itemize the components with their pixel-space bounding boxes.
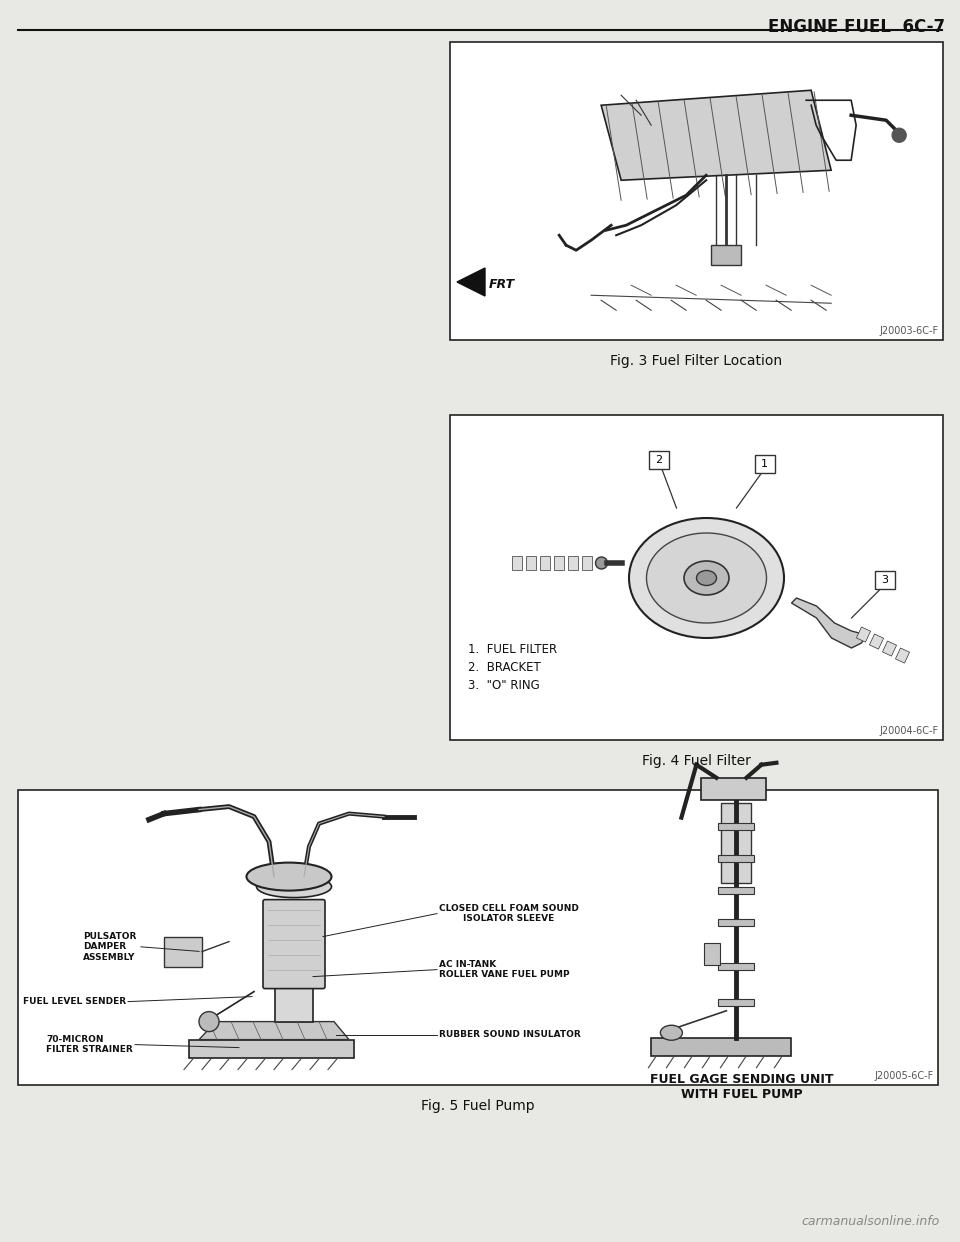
Polygon shape (791, 597, 867, 648)
Bar (18, 790, 938, 1086)
Text: carmanualsonline.info: carmanualsonline.info (802, 1215, 940, 1228)
Bar (721, 802, 752, 883)
Text: Fig. 4 Fuel Filter: Fig. 4 Fuel Filter (642, 754, 751, 768)
Ellipse shape (256, 876, 331, 898)
Text: 1: 1 (761, 460, 768, 469)
Bar (540, 556, 549, 570)
Ellipse shape (684, 561, 729, 595)
Bar (718, 822, 755, 830)
Polygon shape (457, 268, 485, 296)
Bar (567, 556, 578, 570)
Bar (755, 455, 775, 473)
Bar (525, 556, 536, 570)
Bar (870, 633, 883, 650)
Bar (711, 245, 741, 266)
Bar (275, 951, 313, 1022)
Bar (705, 943, 720, 965)
Ellipse shape (660, 1025, 683, 1041)
Polygon shape (601, 91, 831, 180)
Text: ENGINE FUEL  6C-7: ENGINE FUEL 6C-7 (768, 17, 945, 36)
Bar (554, 556, 564, 570)
Text: FUEL LEVEL SENDER: FUEL LEVEL SENDER (23, 997, 126, 1006)
Text: J20003-6C-F: J20003-6C-F (880, 325, 939, 337)
Bar (896, 648, 909, 663)
Bar (856, 627, 871, 642)
Bar (450, 42, 943, 340)
Text: FRT: FRT (489, 277, 516, 291)
Bar (450, 415, 943, 740)
Text: 70-MICRON
FILTER STRAINER: 70-MICRON FILTER STRAINER (46, 1035, 133, 1054)
Text: 3.  "O" RING: 3. "O" RING (468, 679, 540, 692)
Bar (649, 451, 668, 469)
Bar (718, 999, 755, 1006)
Bar (718, 854, 755, 862)
Ellipse shape (646, 533, 766, 623)
Bar (189, 1040, 354, 1058)
Ellipse shape (629, 518, 784, 638)
Ellipse shape (697, 570, 716, 585)
Text: RUBBER SOUND INSULATOR: RUBBER SOUND INSULATOR (439, 1030, 581, 1040)
Circle shape (892, 128, 906, 143)
Text: CLOSED CELL FOAM SOUND
ISOLATOR SLEEVE: CLOSED CELL FOAM SOUND ISOLATOR SLEEVE (439, 904, 579, 923)
Bar (718, 919, 755, 925)
Text: J20004-6C-F: J20004-6C-F (880, 727, 939, 737)
Bar (882, 641, 897, 656)
Circle shape (595, 556, 608, 569)
Bar (718, 963, 755, 970)
Text: PULSATOR
DAMPER
ASSEMBLY: PULSATOR DAMPER ASSEMBLY (83, 932, 136, 961)
Text: Fig. 3 Fuel Filter Location: Fig. 3 Fuel Filter Location (611, 354, 782, 368)
Text: FUEL GAGE SENDING UNIT
WITH FUEL PUMP: FUEL GAGE SENDING UNIT WITH FUEL PUMP (650, 1073, 833, 1100)
Bar (875, 571, 895, 589)
Bar (718, 887, 755, 894)
Text: J20005-6C-F: J20005-6C-F (875, 1071, 934, 1081)
Bar (652, 1038, 791, 1056)
Text: 2: 2 (655, 455, 662, 465)
Text: 3: 3 (881, 575, 888, 585)
Circle shape (199, 1011, 219, 1032)
Text: 1.  FUEL FILTER: 1. FUEL FILTER (468, 643, 557, 656)
Text: Fig. 5 Fuel Pump: Fig. 5 Fuel Pump (421, 1099, 535, 1113)
Text: 2.  BRACKET: 2. BRACKET (468, 661, 540, 674)
Bar (164, 936, 202, 966)
Bar (702, 777, 766, 800)
FancyBboxPatch shape (263, 899, 325, 989)
Bar (582, 556, 591, 570)
Bar (512, 556, 521, 570)
Ellipse shape (247, 863, 331, 891)
Text: AC IN-TANK
ROLLER VANE FUEL PUMP: AC IN-TANK ROLLER VANE FUEL PUMP (439, 960, 569, 979)
Polygon shape (199, 1022, 349, 1040)
